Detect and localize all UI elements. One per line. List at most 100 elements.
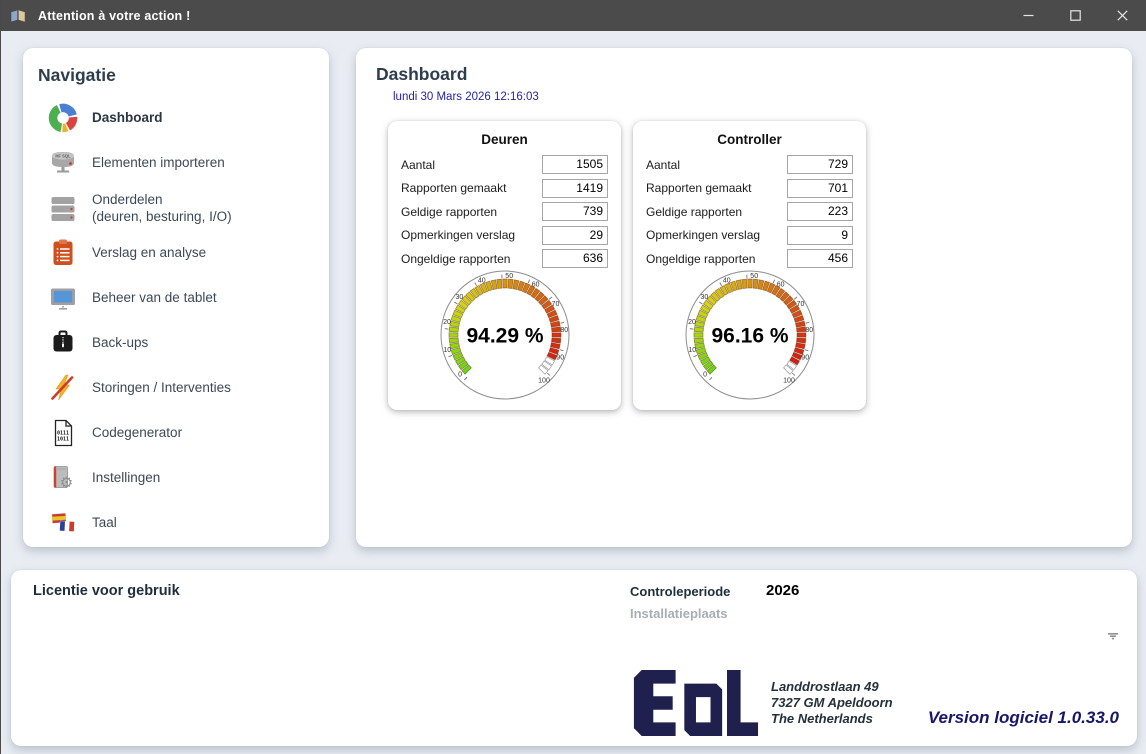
- field-value[interactable]: 701: [787, 178, 853, 198]
- card-fields: Aantal 1505 Rapporten gemaakt 1419 Geldige r…: [401, 153, 608, 271]
- address-line: 7327 GM Apeldoorn: [771, 695, 893, 710]
- sidebar-item-taal[interactable]: Taal: [47, 500, 323, 545]
- language-flags-icon: [47, 508, 79, 538]
- clipboard-icon: [47, 238, 79, 268]
- svg-text:90: 90: [801, 355, 809, 362]
- pie-chart-icon: [47, 103, 79, 133]
- field-label: Geldige rapporten: [401, 204, 498, 219]
- field-label: Rapporten gemaakt: [646, 181, 752, 196]
- datetime-text: lundi 30 Mars 2026 12:16:03: [393, 91, 539, 103]
- page-title: Dashboard: [376, 64, 468, 84]
- installation-dropdown-arrow-icon[interactable]: [1105, 630, 1121, 642]
- card-controller: Controller Aantal 729 Rapporten gemaakt 701 G…: [633, 121, 866, 410]
- titlebar: Attention à votre action !: [1, 0, 1146, 31]
- sidebar-item-label: Codegenerator: [92, 425, 183, 440]
- sidebar-item-label: Beheer van de tablet: [92, 290, 217, 305]
- svg-text:HF SQL: HF SQL: [55, 153, 71, 158]
- field-row: Rapporten gemaakt 1419: [401, 177, 608, 201]
- field-label: Aantal: [401, 157, 436, 172]
- sidebar-item-onderdelen[interactable]: Onderdelen (deuren, besturing, I/O): [47, 185, 323, 230]
- card-fields: Aantal 729 Rapporten gemaakt 701 Geldige rap…: [646, 153, 853, 271]
- minimize-button[interactable]: [1005, 0, 1052, 31]
- field-label: Geldige rapporten: [646, 204, 743, 219]
- sidebar-item-beheer-van-de-tablet[interactable]: Beheer van de tablet: [47, 275, 323, 320]
- sidebar-item-label: Elementen importeren: [92, 155, 225, 170]
- svg-text:1011: 1011: [57, 436, 69, 442]
- card-title: Deuren: [481, 132, 528, 147]
- field-label: Ongeldige rapporten: [401, 251, 511, 266]
- svg-text:20: 20: [688, 319, 696, 326]
- svg-text:70: 70: [796, 301, 804, 308]
- svg-text:10: 10: [688, 347, 696, 354]
- license-panel: Licentie voor gebruik Controleperiode 20…: [11, 570, 1137, 746]
- field-row: Geldige rapporten 739: [401, 200, 608, 224]
- field-row: Aantal 1505: [401, 153, 608, 177]
- address-line: Landdrostlaan 49: [771, 679, 879, 694]
- svg-text:⚙: ⚙: [60, 473, 73, 491]
- svg-text:70: 70: [551, 301, 559, 308]
- sidebar-panel: Navigatie Dashboard HF SQL Elementen imp…: [23, 48, 329, 547]
- field-value[interactable]: 223: [787, 202, 853, 222]
- sidebar-item-instellingen[interactable]: ⚙ Instellingen: [47, 455, 323, 500]
- svg-text:100: 100: [538, 377, 550, 384]
- field-value[interactable]: 29: [542, 225, 608, 245]
- svg-text:30: 30: [455, 294, 463, 301]
- svg-text:100: 100: [783, 377, 795, 384]
- field-row: Rapporten gemaakt 701: [646, 177, 853, 201]
- window-title: Attention à votre action !: [38, 8, 191, 23]
- maximize-button[interactable]: [1052, 0, 1099, 31]
- sidebar-item-storingen-interventies[interactable]: Storingen / Interventies: [47, 365, 323, 410]
- installation-place-label: Installatieplaats: [630, 606, 728, 621]
- sidebar-item-dashboard[interactable]: Dashboard: [47, 95, 323, 140]
- field-value[interactable]: 1505: [542, 155, 608, 175]
- settings-book-icon: ⚙: [47, 463, 79, 493]
- nav-list: Dashboard HF SQL Elementen importeren On…: [47, 95, 323, 545]
- field-row: Ongeldige rapporten 636: [401, 247, 608, 271]
- svg-text:30: 30: [700, 294, 708, 301]
- svg-text:96.16 %: 96.16 %: [711, 325, 788, 348]
- company-address: Landdrostlaan 49 7327 GM Apeldoorn The N…: [771, 679, 893, 727]
- field-value[interactable]: 456: [787, 249, 853, 269]
- svg-text:60: 60: [776, 281, 784, 288]
- percentage-gauge: 0 10 20 30 40 50 60 70 80 90 100 96.16 %: [675, 265, 825, 410]
- sidebar-item-elementen-importeren[interactable]: HF SQL Elementen importeren: [47, 140, 323, 185]
- field-label: Rapporten gemaakt: [401, 181, 507, 196]
- sidebar-item-label: Taal: [92, 515, 117, 530]
- sidebar-item-label: Dashboard: [92, 110, 163, 125]
- svg-text:80: 80: [805, 327, 813, 334]
- server-stack-icon: [47, 193, 79, 223]
- hfsql-server-icon: HF SQL: [47, 148, 79, 178]
- field-label: Ongeldige rapporten: [646, 251, 756, 266]
- backup-bag-icon: [47, 328, 79, 358]
- eal-logo: [631, 667, 759, 744]
- app-icon: [10, 9, 26, 23]
- field-label: Opmerkingen verslag: [401, 228, 516, 243]
- sidebar-title: Navigatie: [38, 65, 116, 85]
- svg-text:90: 90: [556, 355, 564, 362]
- field-value[interactable]: 729: [787, 155, 853, 175]
- svg-text:0111: 0111: [57, 430, 69, 436]
- sidebar-item-back-ups[interactable]: Back-ups: [47, 320, 323, 365]
- sidebar-item-label: Verslag en analyse: [92, 245, 207, 260]
- sidebar-item-verslag-en-analyse[interactable]: Verslag en analyse: [47, 230, 323, 275]
- field-value[interactable]: 636: [542, 249, 608, 269]
- svg-text:20: 20: [443, 319, 451, 326]
- close-button[interactable]: [1099, 0, 1146, 31]
- svg-text:80: 80: [560, 327, 568, 334]
- field-label: Aantal: [646, 157, 681, 172]
- field-value[interactable]: 9: [787, 225, 853, 245]
- percentage-gauge: 0 10 20 30 40 50 60 70 80 90 100 94.29 %: [430, 265, 580, 410]
- monitor-icon: [47, 283, 79, 313]
- field-value[interactable]: 739: [542, 202, 608, 222]
- svg-text:60: 60: [531, 281, 539, 288]
- svg-text:0: 0: [458, 371, 462, 378]
- control-period-label: Controleperiode: [630, 584, 731, 599]
- field-value[interactable]: 1419: [542, 178, 608, 198]
- address-line: The Netherlands: [771, 711, 873, 726]
- sidebar-item-label: Onderdelen (deuren, besturing, I/O): [92, 191, 232, 224]
- svg-text:40: 40: [722, 278, 730, 285]
- field-row: Ongeldige rapporten 456: [646, 247, 853, 271]
- field-row: Opmerkingen verslag 29: [401, 224, 608, 248]
- sidebar-item-codegenerator[interactable]: 0111 1011 Codegenerator: [47, 410, 323, 455]
